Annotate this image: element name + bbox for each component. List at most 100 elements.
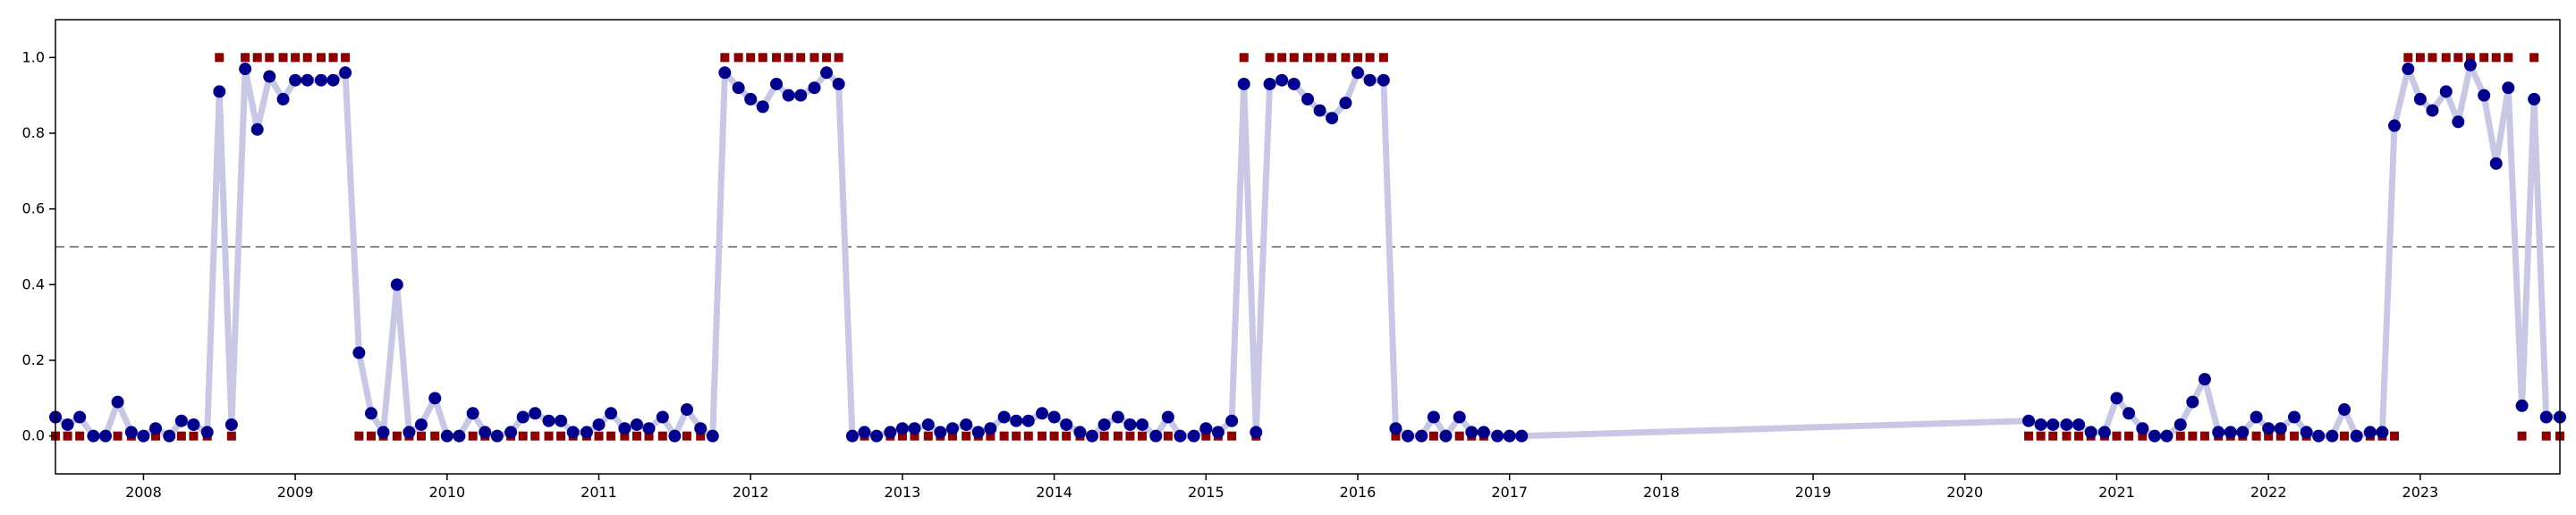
y-tick-label: 0.0 — [22, 427, 45, 444]
probability-point — [845, 429, 859, 443]
label-marker — [822, 53, 832, 63]
label-marker — [215, 53, 225, 63]
probability-point — [2022, 414, 2036, 427]
probability-point — [1352, 66, 1364, 80]
probability-point — [934, 426, 947, 439]
label-marker — [720, 53, 730, 63]
label-marker — [176, 431, 186, 441]
probability-point — [1187, 429, 1200, 443]
probability-point — [630, 418, 643, 431]
probability-point — [1073, 426, 1087, 439]
probability-point — [352, 346, 366, 359]
label-marker — [302, 53, 312, 63]
probability-point — [1402, 429, 1414, 443]
probability-point — [2097, 426, 2111, 439]
probability-point — [820, 66, 834, 80]
x-tick-label: 2020 — [1946, 484, 1983, 501]
probability-point — [2452, 115, 2465, 129]
label-marker — [1327, 53, 1337, 63]
label-marker — [2048, 431, 2058, 441]
probability-point — [921, 418, 935, 431]
label-marker — [2491, 53, 2501, 63]
x-tick-label: 2014 — [1036, 484, 1072, 501]
probability-point — [1199, 422, 1213, 435]
probability-point — [858, 426, 871, 439]
x-tick-label: 2022 — [2250, 484, 2287, 501]
label-marker — [657, 431, 667, 441]
probability-point — [1237, 77, 1250, 90]
probability-point — [592, 418, 606, 431]
label-marker — [1378, 53, 1388, 63]
x-tick-label: 2011 — [580, 484, 617, 501]
label-marker — [2138, 431, 2148, 441]
label-marker — [341, 53, 351, 63]
probability-point — [149, 422, 162, 435]
probability-point — [2363, 426, 2377, 439]
y-tick-label: 0.6 — [22, 200, 45, 217]
probability-point — [276, 92, 290, 106]
label-marker — [265, 53, 275, 63]
probability-point — [1123, 418, 1137, 431]
label-marker — [1239, 53, 1249, 63]
probability-point — [2274, 422, 2287, 435]
probability-point — [314, 73, 327, 87]
probability-point — [1389, 422, 1402, 435]
label-marker — [468, 431, 478, 441]
probability-point — [2413, 92, 2427, 106]
probability-point — [1225, 414, 1239, 427]
probability-point — [377, 426, 390, 439]
probability-point — [1326, 112, 1339, 125]
label-marker — [1341, 53, 1351, 63]
x-tick-label: 2017 — [1491, 484, 1528, 501]
probability-point — [2174, 418, 2187, 431]
label-marker — [2062, 431, 2072, 441]
label-marker — [2112, 431, 2122, 441]
probability-point — [2136, 422, 2149, 435]
probability-point — [163, 429, 176, 443]
probability-point — [2350, 429, 2363, 443]
label-marker — [784, 53, 793, 63]
probability-point — [263, 70, 276, 83]
probability-point — [2186, 395, 2199, 409]
probability-point — [2478, 89, 2491, 102]
probability-point — [1086, 429, 1099, 443]
label-marker — [366, 431, 376, 441]
probability-point — [1047, 410, 1061, 424]
label-marker — [910, 431, 919, 441]
label-marker — [696, 431, 706, 441]
x-tick-label: 2009 — [277, 484, 314, 501]
label-marker — [2199, 431, 2209, 441]
probability-point — [542, 414, 555, 427]
probability-point — [2123, 407, 2136, 420]
label-marker — [2415, 53, 2425, 63]
probability-point — [1339, 97, 1352, 110]
label-marker — [594, 431, 604, 441]
probability-point — [1097, 418, 1111, 431]
label-marker — [1428, 431, 1438, 441]
label-marker — [947, 431, 957, 441]
label-marker — [2340, 431, 2350, 441]
probability-point — [1250, 426, 1263, 439]
probability-point — [2539, 410, 2553, 424]
probability-point — [870, 429, 884, 443]
probability-point — [61, 418, 74, 431]
y-tick-label: 0.8 — [22, 124, 45, 141]
probability-point — [984, 422, 997, 435]
probability-point — [2224, 426, 2237, 439]
label-marker — [392, 431, 402, 441]
probability-point — [2046, 418, 2060, 431]
label-marker — [746, 53, 756, 63]
probability-point — [453, 429, 466, 443]
probability-point — [1313, 104, 1326, 117]
probability-point — [250, 122, 264, 136]
label-marker — [796, 53, 806, 63]
label-marker — [1113, 431, 1123, 441]
probability-point — [2198, 373, 2211, 386]
label-marker — [923, 431, 933, 441]
probability-point — [213, 85, 226, 98]
label-marker — [2465, 53, 2475, 63]
probability-point — [908, 422, 921, 435]
label-marker — [544, 431, 554, 441]
probability-point — [2060, 418, 2073, 431]
